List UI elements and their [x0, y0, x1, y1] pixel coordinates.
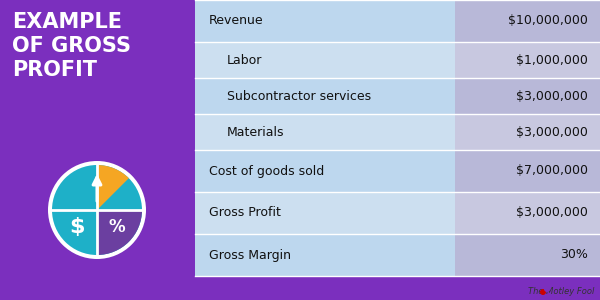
- Text: $7,000,000: $7,000,000: [516, 164, 588, 178]
- Bar: [455, 0, 600, 42]
- Text: EXAMPLE
OF GROSS
PROFIT: EXAMPLE OF GROSS PROFIT: [12, 12, 131, 80]
- Bar: [455, 78, 600, 114]
- Text: Revenue: Revenue: [209, 14, 263, 28]
- Bar: [0, 0, 195, 300]
- Bar: [455, 114, 600, 150]
- Bar: [195, 0, 455, 42]
- Bar: [455, 192, 600, 234]
- Circle shape: [52, 165, 142, 255]
- Text: $: $: [69, 217, 85, 237]
- Bar: [195, 234, 455, 276]
- Text: $10,000,000: $10,000,000: [508, 14, 588, 28]
- Text: $1,000,000: $1,000,000: [516, 53, 588, 67]
- Text: Cost of goods sold: Cost of goods sold: [209, 164, 324, 178]
- Text: Gross Margin: Gross Margin: [209, 248, 291, 262]
- Text: Materials: Materials: [227, 125, 284, 139]
- Wedge shape: [97, 165, 129, 210]
- Bar: [195, 42, 455, 78]
- Text: %: %: [109, 218, 125, 236]
- Bar: [195, 150, 455, 192]
- Text: $3,000,000: $3,000,000: [516, 89, 588, 103]
- Bar: [455, 234, 600, 276]
- Circle shape: [540, 289, 546, 295]
- Text: 30%: 30%: [560, 248, 588, 262]
- Bar: [455, 42, 600, 78]
- Bar: [195, 78, 455, 114]
- Text: The Motley Fool: The Motley Fool: [527, 287, 594, 296]
- Bar: [455, 150, 600, 192]
- Bar: [195, 192, 455, 234]
- Wedge shape: [97, 210, 142, 255]
- Bar: [195, 114, 455, 150]
- Text: $3,000,000: $3,000,000: [516, 206, 588, 220]
- Text: $3,000,000: $3,000,000: [516, 125, 588, 139]
- Text: Subcontractor services: Subcontractor services: [227, 89, 371, 103]
- Circle shape: [48, 161, 146, 259]
- Text: Gross Profit: Gross Profit: [209, 206, 281, 220]
- Text: Labor: Labor: [227, 53, 262, 67]
- Circle shape: [544, 286, 550, 292]
